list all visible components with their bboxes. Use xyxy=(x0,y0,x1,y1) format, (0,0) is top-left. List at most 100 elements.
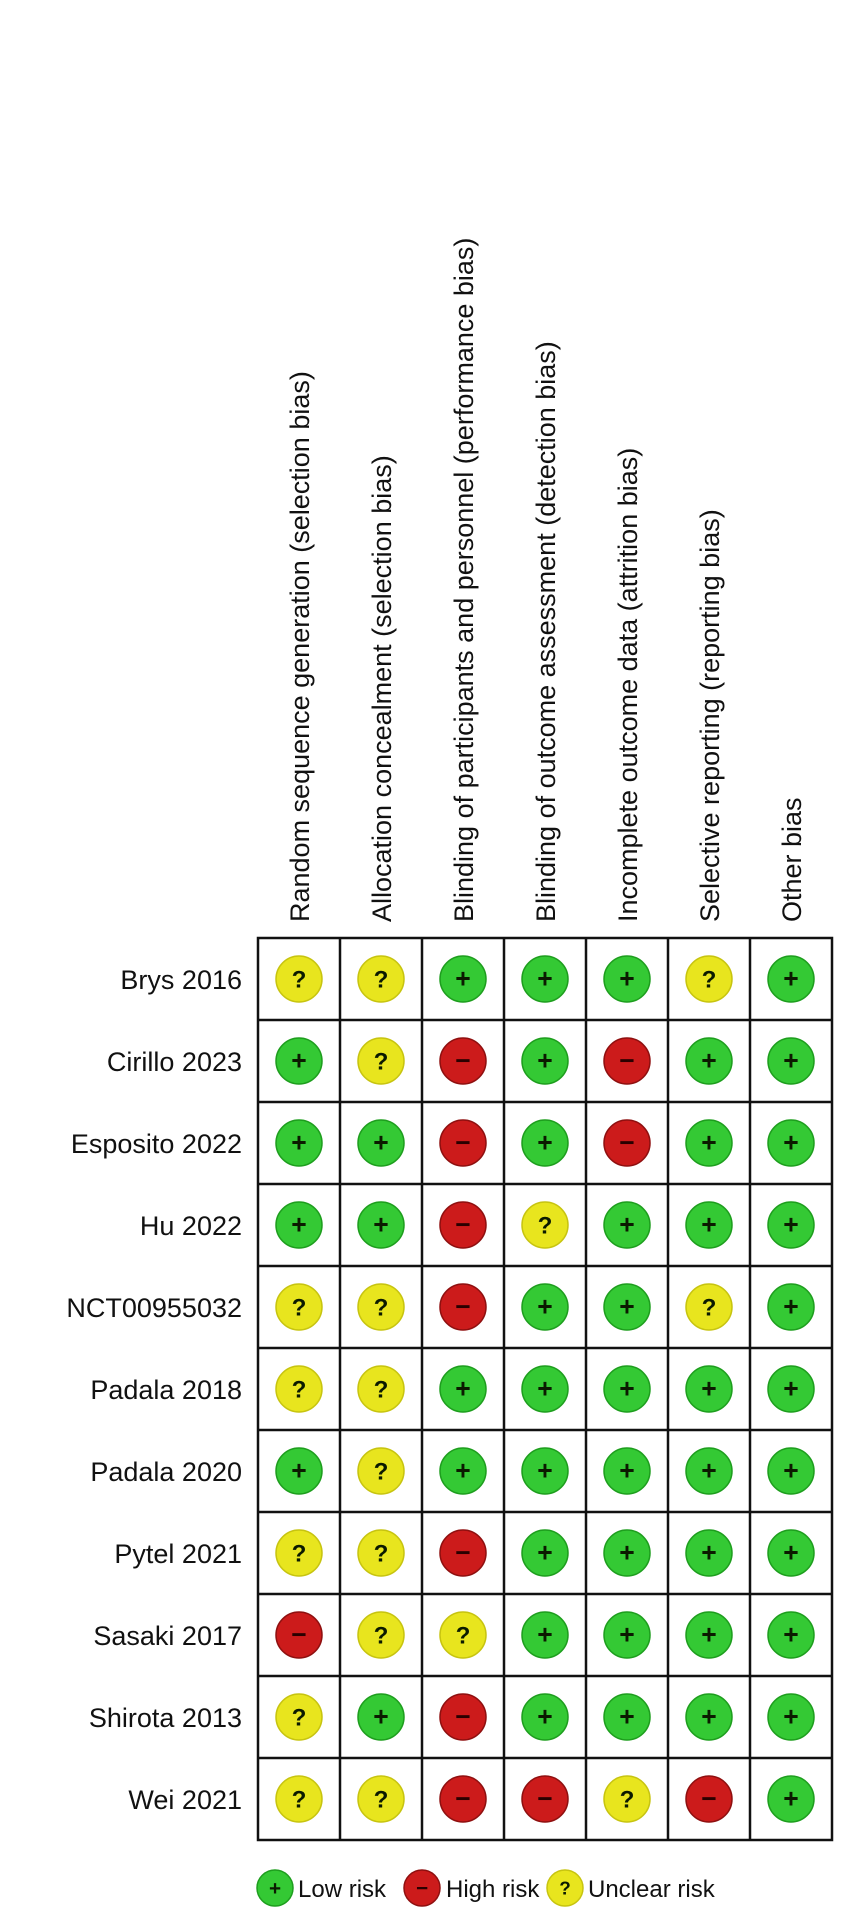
svg-text:−: − xyxy=(455,1702,470,1732)
study-label: Esposito 2022 xyxy=(71,1129,242,1159)
study-label: Hu 2022 xyxy=(140,1211,242,1241)
rating-low-icon: + xyxy=(439,1447,487,1495)
rating-high-icon: − xyxy=(439,1693,487,1741)
rating-low-icon: + xyxy=(603,1611,651,1659)
svg-text:−: − xyxy=(455,1210,470,1240)
row-labels: Brys 2016 Cirillo 2023 Esposito 2022 Hu 202… xyxy=(66,965,242,1815)
rating-unclear-icon: ? xyxy=(521,1201,569,1249)
svg-text:+: + xyxy=(783,1292,798,1322)
svg-text:+: + xyxy=(701,1702,716,1732)
rating-low-icon: + xyxy=(685,1611,733,1659)
svg-text:?: ? xyxy=(538,1212,553,1239)
svg-text:+: + xyxy=(783,1046,798,1076)
rating-low-icon: + xyxy=(767,1447,815,1495)
svg-text:?: ? xyxy=(374,1048,389,1075)
rating-low-icon: + xyxy=(603,1201,651,1249)
svg-text:+: + xyxy=(783,1456,798,1486)
rating-low-icon: + xyxy=(767,1529,815,1577)
rating-low-icon: + xyxy=(767,955,815,1003)
svg-text:−: − xyxy=(455,1046,470,1076)
svg-text:?: ? xyxy=(292,1704,307,1731)
svg-text:+: + xyxy=(701,1046,716,1076)
svg-text:+: + xyxy=(537,964,552,994)
svg-text:+: + xyxy=(455,1456,470,1486)
svg-text:+: + xyxy=(783,1784,798,1814)
rating-unclear-icon: ? xyxy=(275,1775,323,1823)
rating-unclear-icon: ? xyxy=(275,1283,323,1331)
svg-text:+: + xyxy=(291,1128,306,1158)
rating-low-icon: + xyxy=(603,1447,651,1495)
svg-text:+: + xyxy=(537,1128,552,1158)
rating-low-icon: + xyxy=(521,1037,569,1085)
svg-text:?: ? xyxy=(374,1540,389,1567)
svg-text:+: + xyxy=(537,1292,552,1322)
rating-unclear-icon: ? xyxy=(357,1283,405,1331)
rating-unclear-icon: ? xyxy=(357,955,405,1003)
study-label: Sasaki 2017 xyxy=(93,1621,242,1651)
svg-text:?: ? xyxy=(292,966,307,993)
rating-low-icon: + xyxy=(767,1201,815,1249)
rating-unclear-icon: ? xyxy=(439,1611,487,1659)
svg-text:+: + xyxy=(783,1538,798,1568)
svg-text:+: + xyxy=(291,1046,306,1076)
rating-low-icon: + xyxy=(521,1611,569,1659)
rating-unclear-icon: ? xyxy=(357,1775,405,1823)
rating-low-icon: + xyxy=(767,1693,815,1741)
column-label: Blinding of outcome assessment (detectio… xyxy=(531,341,561,922)
study-label: NCT00955032 xyxy=(66,1293,242,1323)
svg-text:+: + xyxy=(783,1210,798,1240)
column-label: Selective reporting (reporting bias) xyxy=(695,509,725,922)
rating-cells: ?? + + +? + +? − + − + + + + − + − + + + + −? + + +?? − + +? +?? + + +… xyxy=(275,955,815,1823)
rating-high-icon: − xyxy=(439,1775,487,1823)
rating-low-icon: + xyxy=(521,1529,569,1577)
svg-text:+: + xyxy=(373,1702,388,1732)
rating-unclear-icon: ? xyxy=(275,1365,323,1413)
svg-text:−: − xyxy=(537,1784,552,1814)
svg-text:+: + xyxy=(783,1702,798,1732)
rating-low-icon: + xyxy=(439,955,487,1003)
rating-low-icon: + xyxy=(603,1365,651,1413)
column-labels: Random sequence generation (selection bi… xyxy=(285,238,807,922)
rating-unclear-icon: ? xyxy=(275,1529,323,1577)
svg-text:?: ? xyxy=(374,1294,389,1321)
study-label: Cirillo 2023 xyxy=(107,1047,242,1077)
rating-high-icon: − xyxy=(439,1201,487,1249)
column-label: Allocation concealment (selection bias) xyxy=(367,455,397,922)
rating-high-icon: − xyxy=(603,1037,651,1085)
rating-low-icon: + xyxy=(275,1447,323,1495)
rating-low-icon: + xyxy=(521,1365,569,1413)
rating-unclear-icon: ? xyxy=(603,1775,651,1823)
rating-unclear-icon: ? xyxy=(685,955,733,1003)
rating-low-icon: + xyxy=(357,1119,405,1167)
svg-text:?: ? xyxy=(292,1376,307,1403)
column-label: Incomplete outcome data (attrition bias) xyxy=(613,448,643,922)
svg-text:+: + xyxy=(373,1210,388,1240)
svg-text:+: + xyxy=(783,1620,798,1650)
svg-text:+: + xyxy=(537,1046,552,1076)
svg-text:+: + xyxy=(455,1374,470,1404)
rating-low-icon: + xyxy=(603,1693,651,1741)
rating-low-icon: + xyxy=(521,955,569,1003)
rating-low-icon: + xyxy=(685,1365,733,1413)
svg-text:−: − xyxy=(701,1784,716,1814)
svg-text:+: + xyxy=(455,964,470,994)
rating-low-icon: + xyxy=(521,1693,569,1741)
rating-low-icon: + xyxy=(275,1119,323,1167)
study-label: Brys 2016 xyxy=(120,965,242,995)
rating-low-icon: + xyxy=(357,1201,405,1249)
svg-text:+: + xyxy=(291,1456,306,1486)
rating-low-icon: + xyxy=(685,1447,733,1495)
rating-low-icon: + xyxy=(767,1283,815,1331)
rating-low-icon: + xyxy=(767,1365,815,1413)
svg-text:−: − xyxy=(291,1620,306,1650)
rating-unclear-icon: ? xyxy=(685,1283,733,1331)
rating-low-icon: + xyxy=(603,1283,651,1331)
svg-text:?: ? xyxy=(374,1458,389,1485)
study-label: Wei 2021 xyxy=(128,1785,242,1815)
svg-text:+: + xyxy=(701,1620,716,1650)
legend-high-icon: − xyxy=(403,1869,441,1907)
svg-text:−: − xyxy=(619,1128,634,1158)
legend-unclear-icon: ? xyxy=(546,1869,584,1907)
svg-text:−: − xyxy=(455,1292,470,1322)
rating-low-icon: + xyxy=(521,1447,569,1495)
